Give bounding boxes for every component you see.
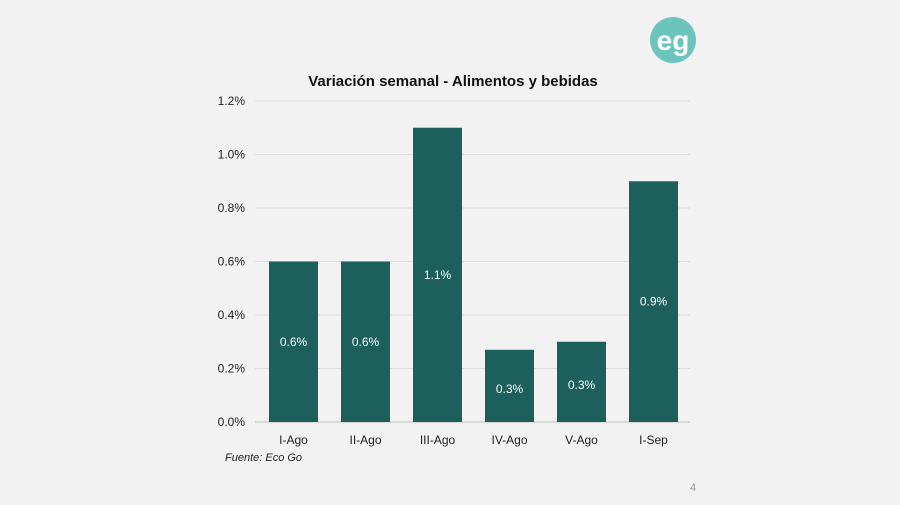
slide-number: 4	[690, 482, 696, 494]
bar	[413, 127, 462, 422]
data-label: 0.6%	[280, 335, 308, 349]
y-tick-label: 0.0%	[218, 415, 246, 429]
x-tick-label: I-Ago	[279, 433, 308, 447]
x-tick-label: III-Ago	[420, 433, 456, 447]
y-tick-label: 0.2%	[218, 362, 246, 376]
bar	[269, 261, 318, 422]
bar	[629, 181, 678, 422]
data-label: 0.9%	[640, 295, 668, 309]
bar	[557, 341, 606, 422]
data-label: 0.3%	[496, 382, 524, 396]
logo-circle	[650, 17, 696, 63]
y-tick-label: 0.4%	[218, 308, 246, 322]
logo-text: eg	[657, 25, 690, 56]
x-tick-label: V-Ago	[565, 433, 598, 447]
chart-title: Variación semanal - Alimentos y bebidas	[308, 73, 598, 90]
data-label: 1.1%	[424, 268, 452, 282]
y-tick-label: 1.2%	[218, 94, 246, 108]
source-note: Fuente: Eco Go	[225, 452, 302, 464]
y-tick-label: 0.6%	[218, 255, 246, 269]
data-label: 0.6%	[352, 335, 380, 349]
x-tick-label: IV-Ago	[491, 433, 527, 447]
x-tick-label: II-Ago	[349, 433, 381, 447]
eco-go-logo: eg	[650, 17, 696, 63]
bar	[485, 349, 534, 422]
y-tick-label: 0.8%	[218, 201, 246, 215]
data-label: 0.3%	[568, 378, 596, 392]
x-tick-label: I-Sep	[639, 433, 668, 447]
bar	[341, 261, 390, 422]
y-tick-label: 1.0%	[218, 148, 246, 162]
